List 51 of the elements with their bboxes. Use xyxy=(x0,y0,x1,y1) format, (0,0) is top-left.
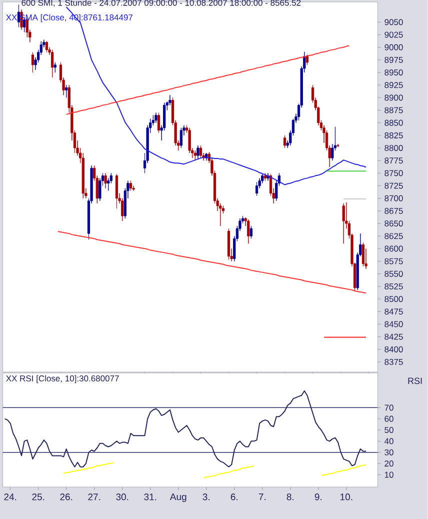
y-tick-label: 8400 xyxy=(384,346,403,352)
x-tick-label: 7. xyxy=(259,494,266,500)
y-tick-label: 8675 xyxy=(384,208,403,214)
y-tick-label: 8900 xyxy=(384,94,403,101)
y-tick-label: 9000 xyxy=(384,44,403,50)
x-tick-label: 10. xyxy=(340,494,352,500)
y-tick-label: 40 xyxy=(384,438,394,444)
y-tick-label: 20 xyxy=(384,460,394,467)
x-tick-label: 24. xyxy=(4,494,16,500)
y-tick-label: 8875 xyxy=(384,107,403,114)
x-tick-label: 27. xyxy=(88,494,100,500)
text: XX RSI [Close, 10]:30.680077 xyxy=(6,375,119,384)
x-tick-label: 9. xyxy=(314,494,322,500)
x-tick-label: 8. xyxy=(286,494,294,500)
y-tick-label: 8850 xyxy=(384,120,403,126)
y-tick-label: 8575 xyxy=(384,258,403,264)
y-tick-label: 8975 xyxy=(384,56,403,63)
y-tick-label: 8825 xyxy=(384,132,403,138)
x-tick-label: 3. xyxy=(202,494,210,500)
x-tick-label: 30. xyxy=(116,494,128,500)
y-tick-label: 8650 xyxy=(384,220,403,226)
x-tick-label: 31. xyxy=(144,494,156,500)
y-tick-label: 8475 xyxy=(384,308,403,315)
y-tick-label: 8375 xyxy=(384,358,403,365)
x-tick-label: 26. xyxy=(60,494,72,500)
x-tick-label: Aug xyxy=(170,494,186,502)
y-tick-label: 8700 xyxy=(384,195,403,202)
y-tick-label: 8750 xyxy=(384,170,403,176)
chart-title: 600 SMI, 1 Stunde - 24.07.2007 09:00:00 - 10.08.2007 18:00:00 - 8565.52 xyxy=(22,0,301,7)
y-tick-label: 8725 xyxy=(384,182,403,189)
y-tick-label: 9025 xyxy=(384,32,403,38)
y-tick-label: 8775 xyxy=(384,158,403,164)
y-tick-label: 70 xyxy=(384,404,394,411)
x-tick-label: 25. xyxy=(32,494,44,500)
y-tick-label: 8800 xyxy=(384,144,403,151)
y-tick-label: 8925 xyxy=(384,82,403,88)
y-tick-label: 8425 xyxy=(384,334,403,340)
y-tick-label: 8550 xyxy=(384,270,403,277)
y-tick-label: 60 xyxy=(384,416,394,422)
x-tick-label: 6. xyxy=(231,494,238,500)
y-tick-label: 8450 xyxy=(384,321,403,328)
y-tick-label: 8525 xyxy=(384,283,403,290)
y-axis-title: RSI xyxy=(408,378,422,384)
y-tick-label: 8950 xyxy=(384,69,403,76)
y-tick-label: 8600 xyxy=(384,246,403,252)
y-tick-label: 50 xyxy=(384,426,394,433)
y-tick-label: 30 xyxy=(384,449,394,456)
y-tick-label: 10 xyxy=(385,472,394,478)
y-tick-label: 9050 xyxy=(384,19,403,26)
y-tick-label: 8500 xyxy=(384,296,403,302)
y-tick-label: 8625 xyxy=(384,233,403,240)
